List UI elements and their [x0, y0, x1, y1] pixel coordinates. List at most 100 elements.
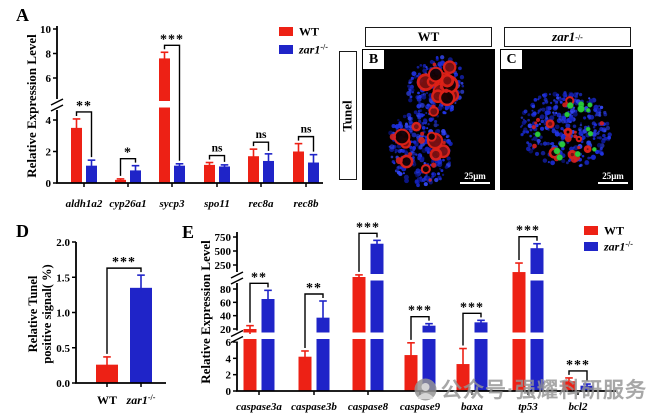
bar-break-gap [370, 332, 384, 339]
x-tick-label: rec8b [293, 198, 319, 210]
cell-nucleus [596, 136, 600, 140]
cell-nucleus [537, 98, 540, 101]
cell-nucleus [542, 94, 547, 98]
cell-nucleus [573, 92, 579, 98]
scale-bar-c: 25μm [598, 171, 628, 184]
cell-nucleus [538, 123, 541, 126]
cell-nucleus [460, 81, 464, 85]
cell-nucleus [539, 142, 543, 146]
red-signal [431, 104, 436, 109]
tunel-positive-signal [564, 111, 570, 118]
bar-zar1-rec8b [308, 162, 319, 183]
cell-nucleus [533, 98, 538, 102]
oocyte-ring [545, 119, 555, 129]
cell-nucleus [417, 72, 421, 76]
sig-label: ** [251, 270, 267, 285]
sig-label: *** [356, 220, 380, 235]
cell-nucleus [437, 161, 443, 168]
bar-wt-aldh1a2 [71, 127, 82, 183]
bar-wt-sycp3 [159, 58, 170, 183]
tunel-positive-signal [587, 102, 593, 108]
micro-row-label-box: Tunel [339, 51, 357, 180]
red-signal [570, 155, 578, 163]
bar-break-gap [261, 332, 275, 339]
cell-nucleus [414, 179, 419, 184]
cell-nucleus [540, 126, 545, 131]
chart-D: 0.0 0.5 1.0 1.5 2.0 WT zar1-/- *** Relative Tune… [26, 237, 166, 407]
cell-nucleus [593, 129, 597, 133]
cell-nucleus [568, 116, 574, 122]
bar-break-gap [474, 332, 488, 339]
cell-nucleus [421, 157, 425, 160]
sig-bracket [568, 370, 588, 382]
cell-nucleus [527, 123, 533, 129]
sig-label: ns [256, 129, 267, 141]
red-signal [439, 85, 444, 90]
tunel-positive-signal [553, 147, 561, 155]
cell-nucleus [553, 99, 556, 102]
y-tick-label: 80 [220, 284, 232, 296]
cell-nucleus [433, 123, 438, 128]
tunel-image-wt-svg [388, 55, 465, 188]
cell-nucleus [580, 140, 584, 144]
cell-nucleus [421, 148, 427, 154]
cell-nucleus [565, 123, 571, 129]
tunel-positive-signal [577, 105, 585, 113]
cell-nucleus [409, 95, 413, 99]
bar-break-gap [370, 274, 384, 281]
cell-nucleus [581, 154, 585, 158]
tunel-image-ko-svg [519, 91, 612, 168]
bar-wt-rec8b [293, 151, 304, 183]
cell-nucleus [525, 130, 530, 134]
panel-e-label: E [182, 222, 195, 242]
bar-wt-caspase3a [243, 329, 257, 391]
cell-nucleus [603, 112, 608, 117]
y-axis-label: Relative Tunel [26, 275, 40, 352]
cell-nucleus [561, 115, 567, 121]
cell-nucleus [436, 114, 439, 118]
red-signal [535, 117, 541, 123]
cell-nucleus [605, 121, 610, 126]
cell-nucleus [579, 163, 583, 167]
cell-nucleus [403, 174, 409, 180]
cell-nucleus [597, 107, 602, 113]
x-tick-label: baxa [461, 401, 484, 413]
bar-break-gap [158, 101, 171, 108]
cell-nucleus [599, 146, 603, 151]
cell-nucleus [598, 104, 601, 108]
chart-A: 0 2 4 6 8 10 aldh1a2 ** cyp26a1 * sycp3 *** spo11 ns r… [24, 24, 328, 210]
legend-label-zar1: zar1-/- [298, 43, 328, 57]
cell-nucleus [594, 114, 597, 117]
sig-bracket [462, 312, 482, 346]
cell-nucleus [449, 109, 453, 113]
cell-nucleus [539, 135, 543, 139]
cell-nucleus [422, 63, 427, 68]
cell-nucleus [446, 134, 450, 138]
red-signal [599, 121, 605, 126]
oocyte-ring [440, 73, 455, 88]
tunel-positive-signal [592, 147, 597, 152]
cell-nucleus [572, 111, 578, 117]
red-signal [573, 130, 577, 134]
sig-label: *** [160, 32, 184, 47]
cell-nucleus [411, 71, 417, 77]
cell-nucleus [425, 112, 428, 115]
cell-nucleus [422, 121, 425, 125]
axis-break-gap [52, 99, 63, 110]
y-tick-label: 0 [226, 386, 232, 398]
tunel-image-wt: B 25μm [362, 49, 495, 190]
cell-nucleus [416, 183, 420, 188]
red-signal [428, 178, 432, 182]
cell-nucleus [542, 101, 545, 105]
y-tick-label: 60 [220, 297, 232, 309]
cell-nucleus [598, 113, 602, 117]
tunel-positive-signal [574, 151, 581, 158]
legend-label-zar1: zar1-/- [603, 240, 633, 254]
bar-zar1-sycp3 [174, 165, 185, 183]
bar-zar1 [130, 287, 152, 383]
cell-nucleus [411, 132, 417, 138]
cell-nucleus [549, 101, 553, 105]
cell-nucleus [597, 149, 602, 155]
cell-nucleus [572, 106, 576, 110]
cell-nucleus [531, 104, 536, 109]
